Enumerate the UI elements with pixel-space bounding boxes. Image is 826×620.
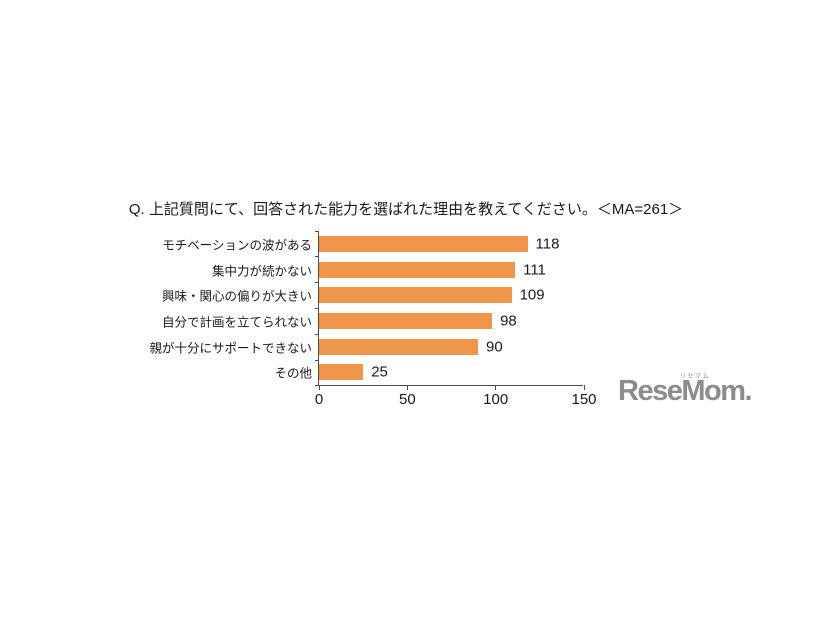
bar (319, 235, 528, 252)
y-tick-mark (315, 385, 319, 386)
x-tick-mark (406, 385, 408, 390)
category-label: 興味・関心の偏りが大きい (161, 289, 312, 304)
bar-value-label: 111 (523, 261, 546, 278)
bar (319, 287, 512, 304)
logo-ruby-text: リセマム (680, 374, 711, 380)
bar-value-label: 90 (486, 338, 503, 356)
logo-text: ReseMom. (618, 375, 753, 407)
bar (319, 312, 493, 329)
x-tick-label: 150 (571, 391, 597, 408)
x-tick-mark (319, 385, 320, 390)
bar-value-label: 109 (519, 286, 545, 304)
chart-row: 親が十分にサポートできない 90 (149, 334, 583, 360)
y-tick-mark (315, 308, 319, 309)
chart-row: モチベーションの波がある 118 (162, 231, 583, 257)
resemom-logo: リセマム ReseMom. (618, 371, 753, 407)
x-tick-label: 0 (314, 391, 324, 408)
x-tick-label: 50 (398, 391, 416, 408)
y-tick-mark (315, 256, 319, 258)
category-label: 集中力が続かない (211, 264, 312, 278)
category-label: その他 (274, 366, 312, 381)
bar (319, 338, 478, 355)
chart-row: その他 25 (274, 359, 583, 385)
category-label: 自分で計画を立てられない (161, 315, 312, 330)
category-label: 親が十分にサポートできない (149, 341, 312, 356)
chart-row: 集中力が続かない 111 (212, 257, 583, 283)
bar (319, 364, 364, 381)
x-tick-label: 100 (483, 391, 509, 408)
plot-area: モチベーションの波がある 118 集中力が続かない 111 興味・関心の偏りが大きい 10… (149, 231, 597, 408)
chart-row: 興味・関心の偏りが大きい 109 (162, 282, 583, 308)
x-tick-mark (583, 385, 585, 390)
bar-value-label: 25 (371, 363, 388, 381)
category-label: モチベーションの波がある (162, 238, 312, 253)
bars-container: モチベーションの波がある 118 集中力が続かない 111 興味・関心の偏りが大きい 10… (149, 231, 583, 385)
y-tick-mark (315, 282, 319, 284)
y-tick-mark (315, 231, 319, 232)
chart-row: 自分で計画を立てられない 98 (162, 308, 583, 334)
bar (319, 261, 516, 278)
bar-value-label: 118 (535, 235, 560, 253)
x-tick-mark (495, 385, 497, 390)
y-tick-mark (315, 359, 319, 361)
bar-value-label: 98 (500, 312, 517, 330)
chart-title: Q. 上記質問にて、回答された能力を選ばれた理由を教えてください。＜MA=261… (128, 201, 684, 218)
y-tick-mark (315, 333, 319, 335)
